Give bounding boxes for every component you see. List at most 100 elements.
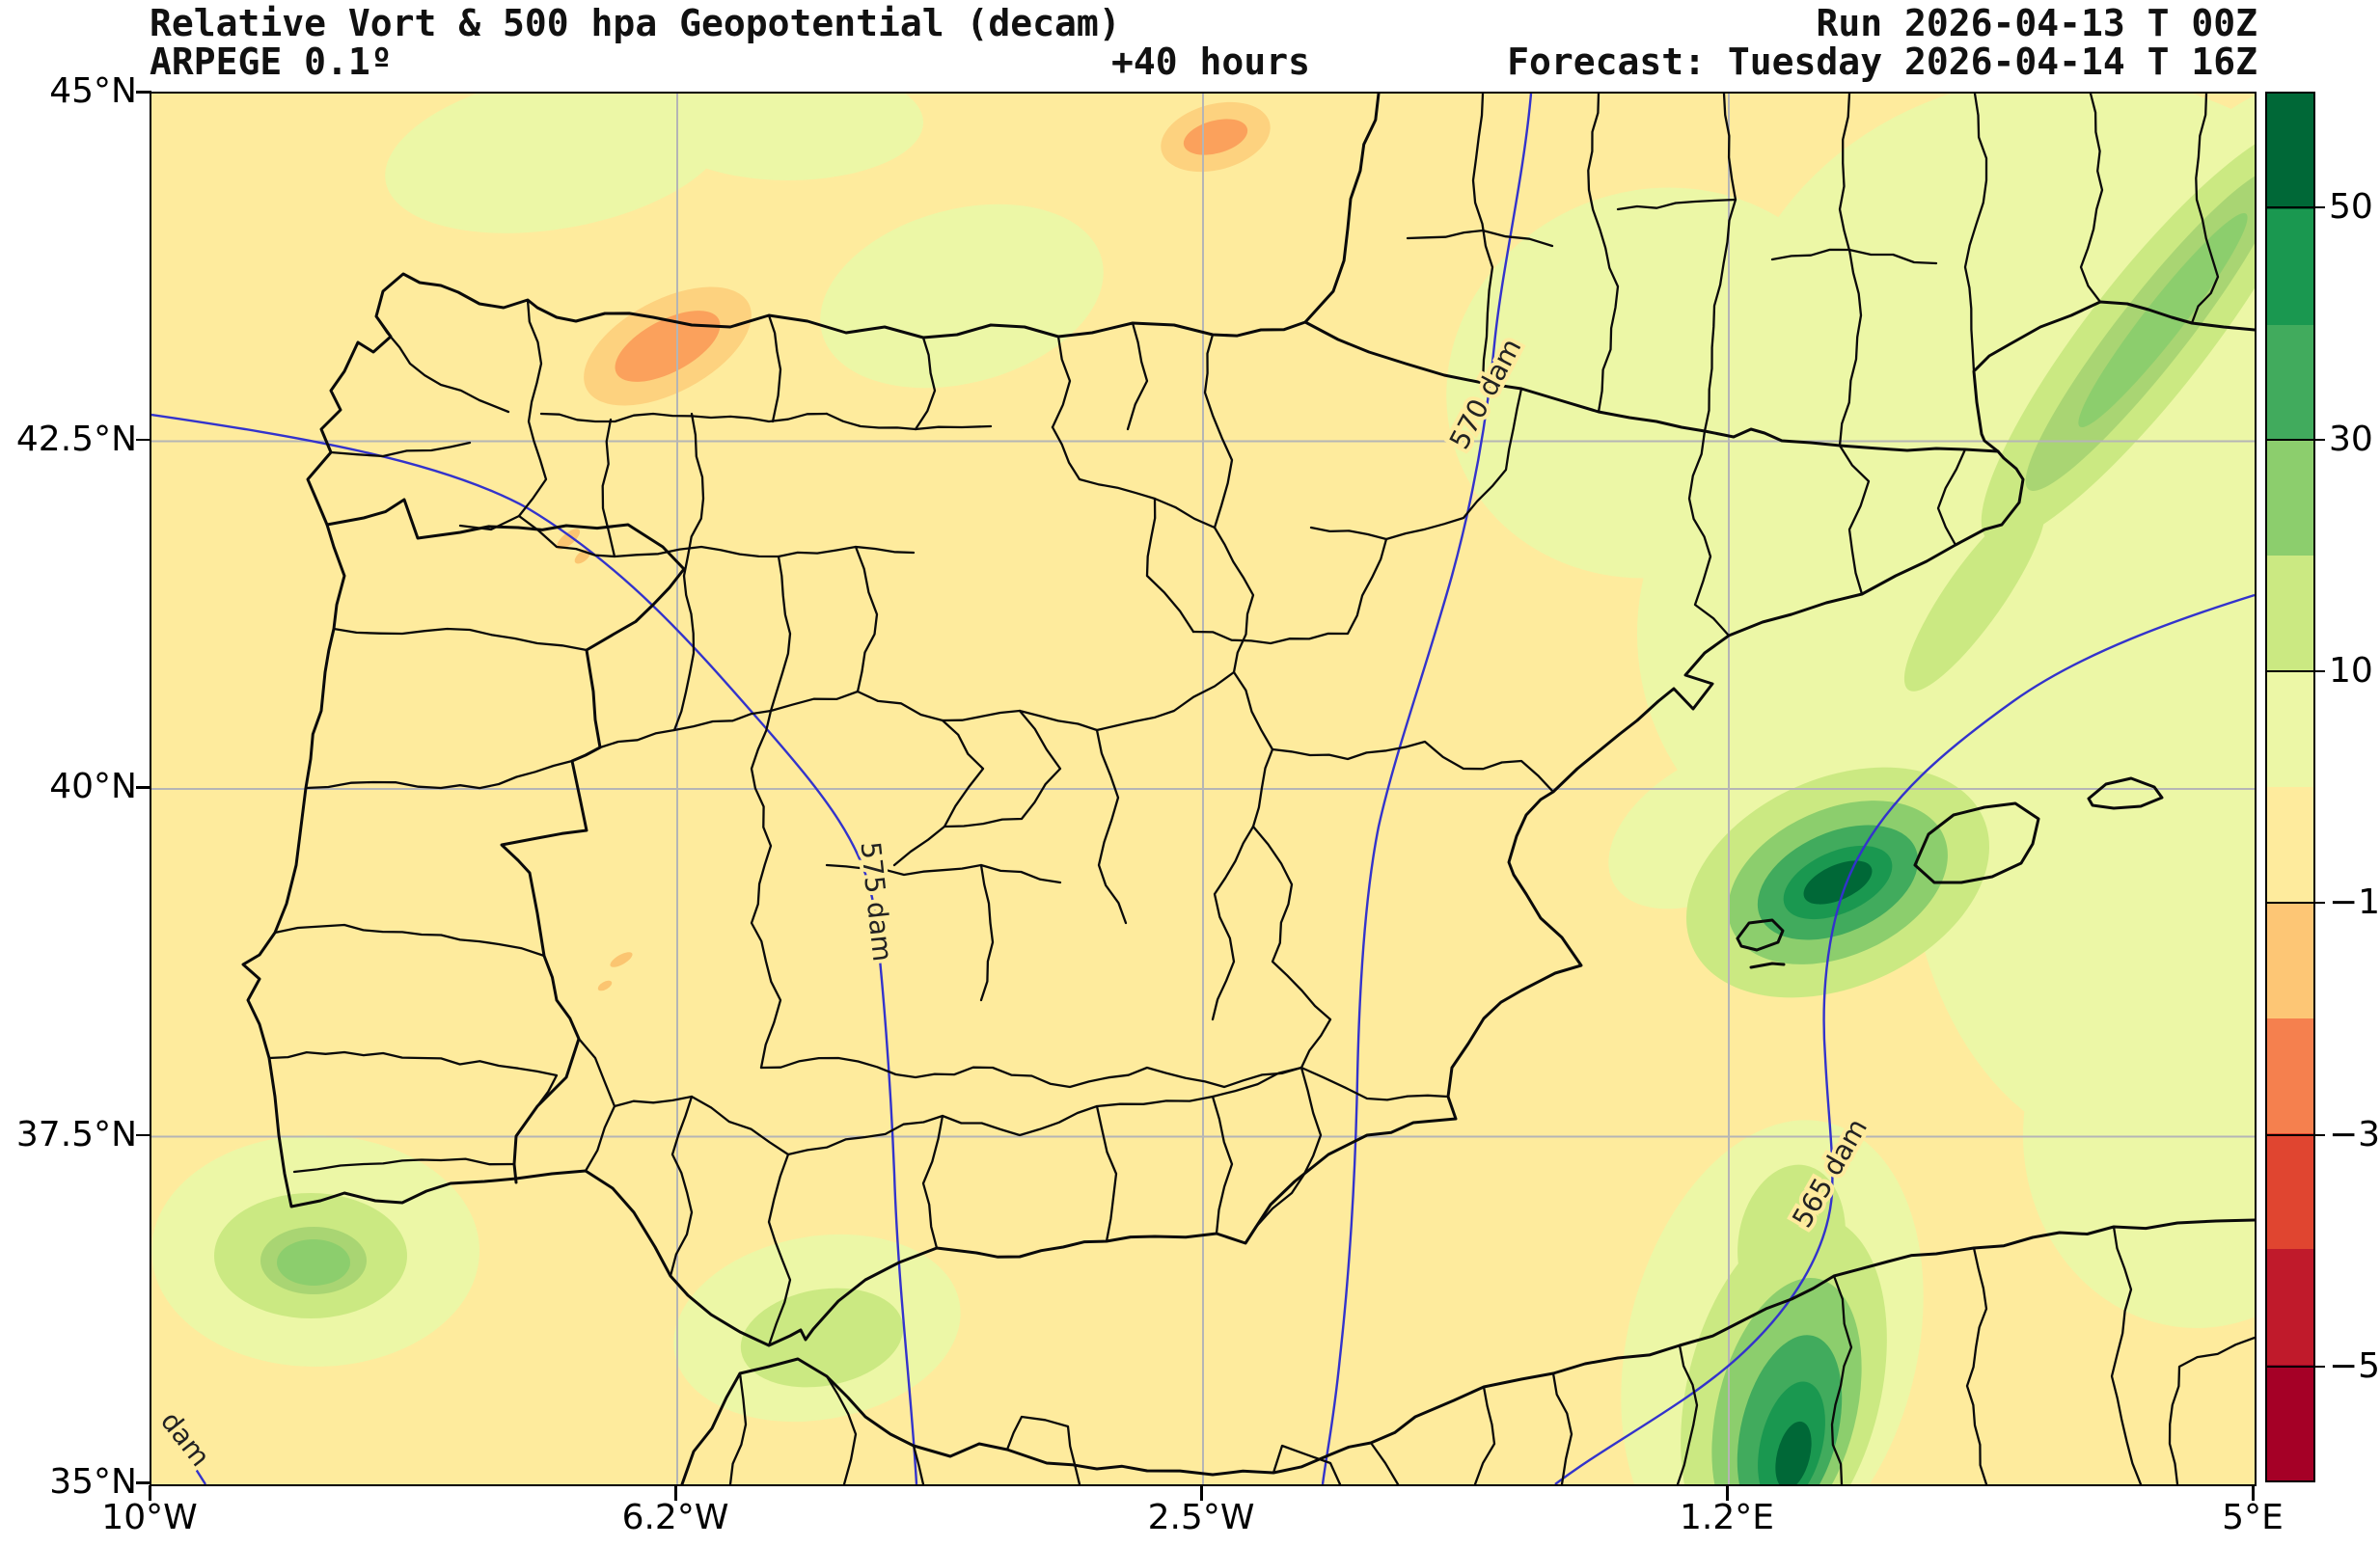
province-border: [1254, 1066, 1323, 1229]
run-label: Run 2026-04-13 T 00Z: [1816, 2, 2257, 44]
vorticity-region: [2078, 212, 2248, 428]
vorticity-region: [385, 94, 728, 233]
x-tick-label: 6.2°W: [621, 1498, 729, 1537]
province-border: [921, 1114, 944, 1250]
province-border: [912, 1444, 925, 1484]
vorticity-region: [277, 1239, 350, 1286]
coastline-border: [241, 94, 2255, 1347]
province-border: [1203, 333, 1234, 529]
lead-time-label: +40 hours: [1111, 41, 1310, 83]
vorticity-region: [1775, 1421, 1812, 1484]
colorbar-segment: [2267, 1365, 2313, 1480]
colorbar: [2265, 92, 2315, 1482]
valid-time-label: Forecast: Tuesday 2026-04-14 T 16Z: [1507, 41, 2257, 83]
province-border: [1211, 825, 1255, 1021]
province-border: [750, 709, 782, 1070]
province-border: [374, 314, 510, 414]
colorbar-tick-mark: [2315, 669, 2325, 672]
y-tick-mark: [136, 91, 151, 94]
province-border: [1005, 1415, 1081, 1484]
vorticity-region: [1446, 187, 1867, 579]
colorbar-tick-label: −10: [2329, 882, 2380, 923]
province-border: [1963, 94, 1988, 373]
vorticity-region: [1903, 499, 2046, 692]
province-border: [759, 1056, 1303, 1089]
x-tick-mark: [149, 1485, 151, 1501]
province-border: [1936, 448, 1967, 547]
colorbar-level-line: [2265, 669, 2315, 672]
province-border: [1770, 248, 1938, 265]
colorbar-segment: [2267, 324, 2313, 441]
province-border: [601, 418, 616, 558]
province-border: [854, 545, 879, 693]
colorbar-tick-mark: [2315, 206, 2325, 209]
x-tick-mark: [2252, 1485, 2255, 1501]
y-tick-mark: [136, 1481, 151, 1484]
colorbar-tick-mark: [2315, 438, 2325, 441]
vorticity-region: [556, 529, 581, 550]
vorticity-region: [653, 94, 923, 180]
province-border: [517, 514, 916, 558]
y-tick-label: 42.5°N: [15, 419, 137, 459]
province-border: [539, 412, 829, 423]
y-tick-mark: [136, 1133, 151, 1136]
y-tick-label: 45°N: [49, 71, 137, 111]
coastline-border: [1749, 962, 1786, 969]
province-border: [1687, 429, 1731, 638]
vorticity-region: [1803, 860, 1873, 905]
colorbar-segment: [2267, 902, 2313, 1018]
colorbar-tick-mark: [2315, 902, 2325, 905]
colorbar-level-line: [2265, 206, 2315, 209]
province-border: [1830, 1274, 1853, 1484]
province-border: [332, 627, 588, 652]
geopotential-contour: [1321, 94, 1533, 1484]
colorbar-tick-label: 50: [2329, 187, 2373, 228]
province-border: [613, 1066, 1303, 1156]
colorbar-tick-label: −50: [2329, 1345, 2380, 1386]
province-border: [1676, 1343, 1699, 1484]
province-border: [273, 923, 546, 958]
colorbar-segment: [2267, 440, 2313, 556]
province-border: [943, 709, 1062, 828]
province-border: [1191, 537, 1388, 645]
colorbar-tick-label: 10: [2329, 650, 2373, 691]
province-border: [304, 759, 574, 790]
geopotential-contour: [151, 413, 918, 1484]
coastline-border: [1913, 801, 2040, 884]
province-border: [769, 555, 792, 713]
coastline-border: [1303, 320, 2000, 453]
coastline-border: [2087, 776, 2164, 810]
province-border: [1299, 1066, 1450, 1101]
province-border: [1271, 740, 1555, 794]
colorbar-tick-mark: [2315, 1133, 2325, 1136]
province-border: [1095, 1104, 1118, 1243]
province-border: [2168, 1336, 2255, 1484]
province-border: [825, 863, 1062, 884]
vorticity-region: [1183, 119, 1248, 155]
province-border: [1126, 321, 1149, 431]
colorbar-level-line: [2265, 1133, 2315, 1136]
colorbar-segment: [2267, 94, 2313, 209]
x-tick-label: 5°E: [2222, 1498, 2284, 1537]
province-border: [2190, 94, 2220, 325]
geopotential-contour: [1554, 593, 2255, 1484]
y-tick-label: 35°N: [49, 1462, 137, 1502]
colorbar-segment: [2267, 1133, 2313, 1250]
y-tick-mark: [136, 786, 151, 789]
province-border: [2110, 1225, 2143, 1484]
province-border: [892, 719, 985, 867]
chart-title: Relative Vort & 500 hpa Geopotential (de…: [150, 2, 1121, 44]
province-border: [1616, 198, 1737, 211]
province-border: [728, 1371, 748, 1484]
province-border: [1051, 335, 1072, 429]
colorbar-level-line: [2265, 438, 2315, 441]
model-label: ARPEGE 0.1º: [150, 41, 393, 83]
colorbar-segment: [2267, 1249, 2313, 1366]
province-border: [267, 1050, 559, 1108]
y-tick-mark: [136, 438, 151, 441]
vorticity-region: [597, 980, 613, 991]
province-border: [914, 336, 937, 431]
province-border: [1251, 825, 1332, 1070]
province-border: [1051, 425, 1217, 529]
